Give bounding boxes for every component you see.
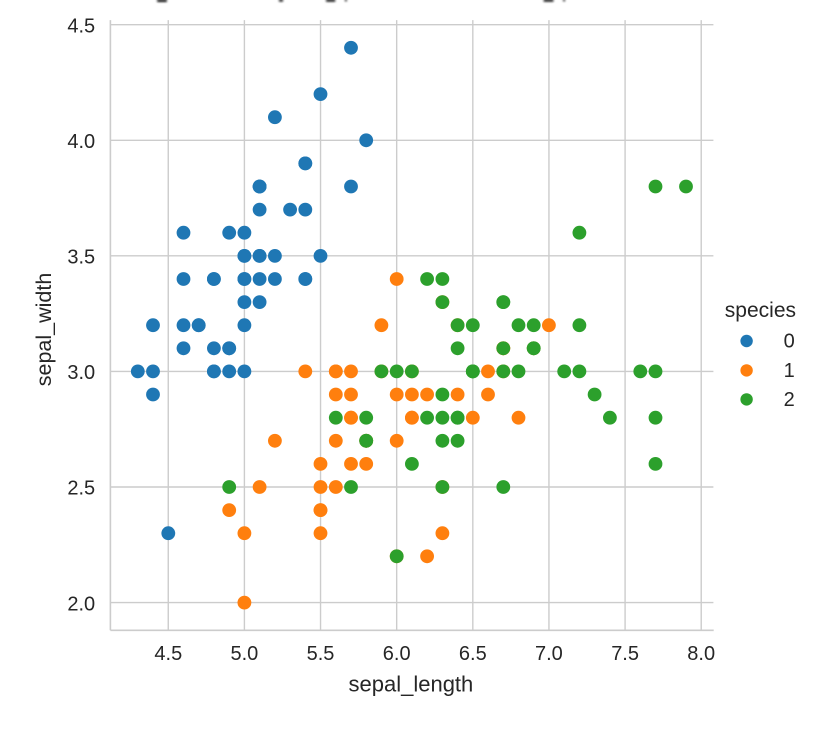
svg-text:6.5: 6.5 bbox=[459, 643, 487, 665]
svg-text:5.5: 5.5 bbox=[307, 643, 335, 665]
svg-text:4.5: 4.5 bbox=[67, 15, 95, 37]
svg-text:3.0: 3.0 bbox=[67, 362, 95, 384]
svg-text:2.5: 2.5 bbox=[67, 478, 95, 500]
svg-text:0: 0 bbox=[784, 330, 795, 352]
svg-text:5.0: 5.0 bbox=[230, 643, 258, 665]
svg-text:7.5: 7.5 bbox=[611, 643, 639, 665]
svg-text:sepal_length: sepal_length bbox=[349, 671, 474, 696]
svg-text:4.5: 4.5 bbox=[154, 643, 182, 665]
svg-text:1: 1 bbox=[784, 360, 795, 382]
svg-text:3.5: 3.5 bbox=[67, 247, 95, 269]
svg-text:4.0: 4.0 bbox=[67, 131, 95, 153]
svg-text:species: species bbox=[725, 299, 796, 322]
svg-text:8.0: 8.0 bbox=[687, 643, 715, 665]
svg-text:7.0: 7.0 bbox=[535, 643, 563, 665]
svg-text:2.0: 2.0 bbox=[67, 593, 95, 615]
svg-text:2: 2 bbox=[784, 389, 795, 411]
svg-text:sepal_width: sepal_width bbox=[32, 273, 56, 387]
svg-text:6.0: 6.0 bbox=[383, 643, 411, 665]
